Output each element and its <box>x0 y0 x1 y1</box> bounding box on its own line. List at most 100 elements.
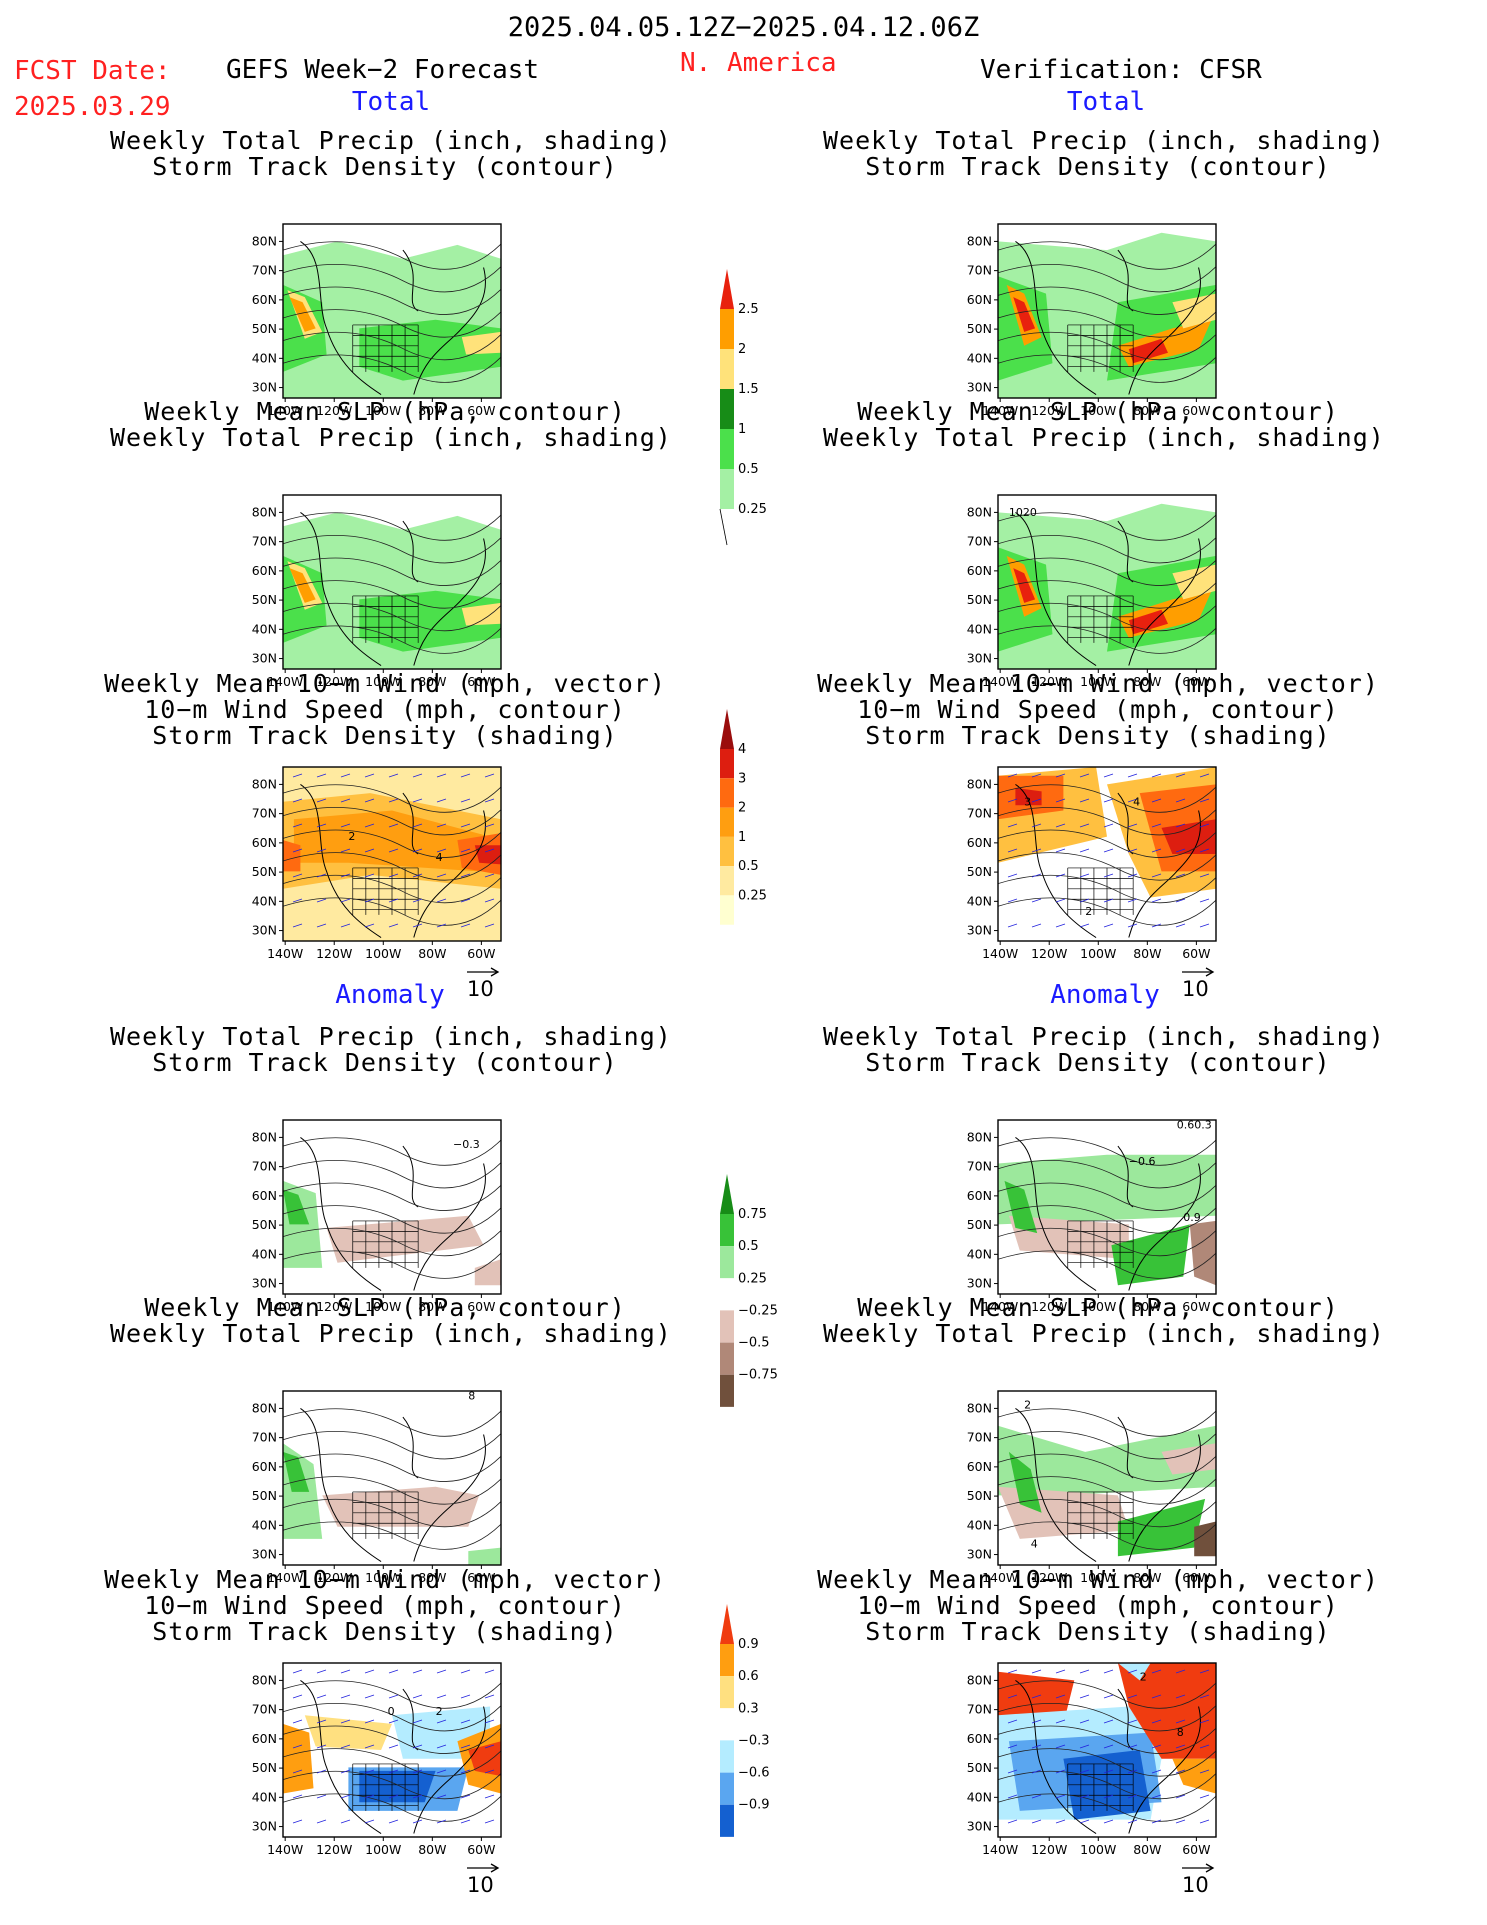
lon-tick-label: 80W <box>418 1842 446 1857</box>
lat-tick-label: 50N <box>252 864 277 879</box>
wind-vector <box>412 1694 423 1699</box>
lon-tick-label: 100W <box>1080 1299 1116 1314</box>
wind-vector <box>460 848 471 853</box>
shading-region <box>468 1547 501 1565</box>
lon-tick-label: 60W <box>467 674 495 689</box>
wind-vector <box>412 848 423 853</box>
map-r6-forecast: 0 2 80N 70N 60N 50N 40N 30N 140W 120W 100W 80W 60W <box>252 1662 502 1857</box>
lon-tick-label: 60W <box>1182 403 1210 418</box>
wind-vector <box>1079 1744 1090 1749</box>
colorbar-swatch <box>720 895 734 925</box>
vector-ref-label: 10 <box>1182 1873 1209 1897</box>
coastline <box>1015 1136 1201 1291</box>
wind-vector <box>388 1794 399 1799</box>
fcst-date-label: FCST Date: <box>14 56 171 86</box>
colorbar-label: 0.25 <box>738 888 767 903</box>
contour-line <box>282 263 502 293</box>
contour-line <box>282 1137 502 1166</box>
contour-line <box>997 580 1217 609</box>
shading-region <box>998 1425 1216 1496</box>
coastline <box>1015 1407 1201 1562</box>
colorbar-swatch <box>720 1342 734 1375</box>
shading-region <box>998 1154 1216 1225</box>
lat-tick-label: 30N <box>967 1819 992 1834</box>
vector-ref-arrow <box>1182 1863 1215 1873</box>
wind-vector <box>1127 1719 1138 1724</box>
r6-left-title-3: Storm Track Density (shading) <box>152 1617 618 1646</box>
contour-line <box>282 829 502 858</box>
wind-vector <box>1199 1669 1210 1674</box>
wind-vector <box>1127 1694 1138 1699</box>
lat-tick-label: 50N <box>967 592 992 607</box>
map-r5-forecast: 8 80N 70N 60N 50N 40N 30N 140W 120W 100W 80W 60W <box>252 1390 502 1585</box>
wind-vector <box>1199 873 1210 878</box>
colorbar-label: 2 <box>738 801 746 816</box>
contour-label: −0.3 <box>453 1138 480 1151</box>
r6-right-title-1: Weekly Mean 10−m Wind (mph, vector) <box>817 1565 1379 1594</box>
wind-vector <box>1175 1819 1186 1824</box>
r1-left-title-2: Storm Track Density (contour) <box>152 152 618 181</box>
wind-vector <box>1103 1769 1114 1774</box>
wind-vector <box>364 923 375 928</box>
colorbar-label: 0.6 <box>738 1669 759 1684</box>
wind-vector <box>388 923 399 928</box>
lat-tick-label: 40N <box>967 1517 992 1532</box>
shading-region <box>359 319 501 381</box>
lon-tick-label: 100W <box>365 674 401 689</box>
wind-vector <box>1175 798 1186 803</box>
lon-tick-label: 120W <box>316 1842 352 1857</box>
wind-vector <box>1031 848 1042 853</box>
wind-vector <box>1127 848 1138 853</box>
lat-tick-label: 60N <box>967 563 992 578</box>
wind-vector <box>1055 1819 1066 1824</box>
wind-vector <box>412 773 423 778</box>
lat-tick-label: 60N <box>252 1188 277 1203</box>
wind-vector <box>292 898 303 903</box>
wind-vector <box>436 1669 447 1674</box>
shading-region <box>283 1723 314 1794</box>
lat-tick-label: 70N <box>252 806 277 821</box>
lat-tick-label: 50N <box>252 1217 277 1232</box>
lat-tick-label: 60N <box>967 292 992 307</box>
contour-line <box>282 1182 502 1211</box>
wind-vector <box>1103 1794 1114 1799</box>
lat-tick-label: 50N <box>967 1488 992 1503</box>
r3-left-title-2: 10−m Wind Speed (mph, contour) <box>144 695 626 724</box>
wind-vector <box>1007 823 1018 828</box>
lon-tick-label: 140W <box>267 403 303 418</box>
lat-tick-label: 80N <box>967 504 992 519</box>
colorbar-swatch <box>720 1278 734 1311</box>
lat-tick-label: 60N <box>252 563 277 578</box>
lat-tick-label: 50N <box>252 1760 277 1775</box>
wind-vector <box>364 798 375 803</box>
lon-tick-label: 100W <box>365 1842 401 1857</box>
wind-vector <box>412 1669 423 1674</box>
lon-tick-label: 80W <box>1133 946 1161 961</box>
wind-vector <box>1055 1769 1066 1774</box>
r6-right-title-3: Storm Track Density (shading) <box>865 1617 1331 1646</box>
lat-tick-label: 70N <box>967 263 992 278</box>
lon-tick-label: 60W <box>467 1842 495 1857</box>
wind-vector <box>484 823 495 828</box>
colorbar-swatch <box>720 389 734 429</box>
wind-vector <box>1103 823 1114 828</box>
lat-tick-label: 80N <box>252 1129 277 1144</box>
lon-tick-label: 120W <box>1031 1299 1067 1314</box>
wind-vector <box>1175 773 1186 778</box>
wind-vector <box>316 1694 327 1699</box>
shading-region <box>1008 1451 1042 1513</box>
wind-vector <box>436 1819 447 1824</box>
lon-tick-label: 80W <box>1133 674 1161 689</box>
wind-vector <box>1103 1719 1114 1724</box>
wind-vector <box>292 1694 303 1699</box>
contour-line <box>997 1227 1217 1257</box>
contour-label: 1020 <box>1009 506 1037 519</box>
wind-vector <box>460 1794 471 1799</box>
wind-vector <box>1007 1719 1018 1724</box>
wind-vector <box>1031 1694 1042 1699</box>
lon-tick-label: 100W <box>365 1570 401 1585</box>
wind-vector <box>1007 1669 1018 1674</box>
lat-tick-label: 60N <box>967 835 992 850</box>
r4-left-title-2: Storm Track Density (contour) <box>152 1048 618 1077</box>
lat-tick-label: 30N <box>967 1547 992 1562</box>
